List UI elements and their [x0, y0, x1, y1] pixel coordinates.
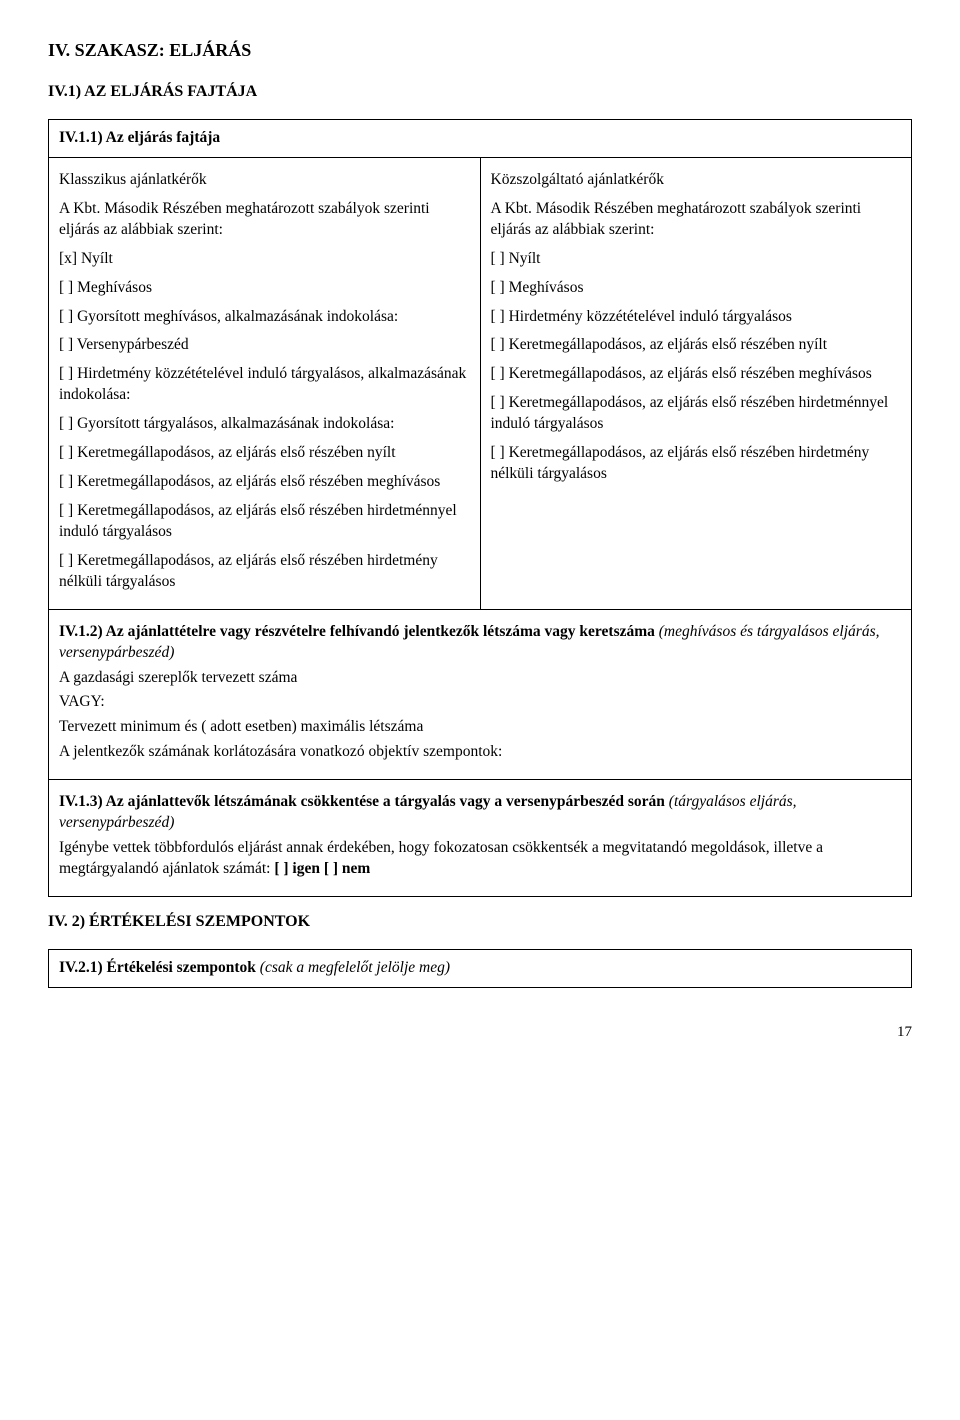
right-item: [ ] Keretmegállapodásos, az eljárás első… [491, 364, 902, 385]
iv13-line1b: [ ] igen [ ] nem [274, 860, 370, 877]
cell-iv21: IV.2.1) Értékelési szempontok (csak a me… [49, 949, 912, 987]
right-item: [ ] Meghívásos [491, 278, 902, 299]
sub1-sc: Z ELJÁRÁS FAJTÁJA [96, 83, 258, 100]
left-item: [ ] Keretmegállapodásos, az eljárás első… [59, 472, 470, 493]
cell-iv12: IV.1.2) Az ajánlattételre vagy részvétel… [49, 609, 912, 780]
iv12-title-bold: IV.1.2) Az ajánlattételre vagy részvétel… [59, 623, 655, 640]
iv13-line1a: Igénybe vettek többfordulós eljárást ann… [59, 839, 823, 877]
right-item: [ ] Hirdetmény közzétételével induló tár… [491, 307, 902, 328]
table-iv2: IV.2.1) Értékelési szempontok (csak a me… [48, 949, 912, 988]
section-heading: IV. SZAKASZ: ELJÁRÁS [48, 40, 912, 61]
right-intro2: A Kbt. Második Részében meghatározott sz… [491, 199, 902, 241]
right-intro1: Közszolgáltató ajánlatkérők [491, 170, 902, 191]
left-item: [ ] Versenypárbeszéd [59, 335, 470, 356]
cell-iv13: IV.1.3) Az ajánlattevők létszámának csök… [49, 780, 912, 897]
iv21-title-bold: IV.2.1) Értékelési szempontok [59, 959, 256, 976]
cell-left: Klasszikus ajánlatkérők A Kbt. Második R… [49, 157, 481, 609]
iv12-line3: Tervezett minimum és ( adott esetben) ma… [59, 717, 901, 738]
left-item: [x] Nyílt [59, 249, 470, 270]
left-item: [ ] Gyorsított meghívásos, alkalmazásána… [59, 307, 470, 328]
sub2-prefix: IV. 2) É [48, 913, 100, 930]
sub-heading-iv1: IV.1) AZ ELJÁRÁS FAJTÁJA [48, 83, 912, 101]
page-number: 17 [48, 1024, 912, 1041]
left-item: [ ] Keretmegállapodásos, az eljárás első… [59, 443, 470, 464]
left-item: [ ] Meghívásos [59, 278, 470, 299]
iv12-line4: A jelentkezők számának korlátozására von… [59, 742, 901, 763]
right-item: [ ] Keretmegállapodásos, az eljárás első… [491, 335, 902, 356]
sub-heading-iv2: IV. 2) ÉRTÉKELÉSI SZEMPONTOK [48, 913, 912, 931]
left-intro2: A Kbt. Második Részében meghatározott sz… [59, 199, 470, 241]
iv13-title: IV.1.3) Az ajánlattevők létszámának csök… [59, 792, 901, 834]
cell-right: Közszolgáltató ajánlatkérők A Kbt. Másod… [480, 157, 912, 609]
iv12-line2: VAGY: [59, 692, 901, 713]
iv13-title-bold: IV.1.3) Az ajánlattevők létszámának csök… [59, 793, 665, 810]
left-item: [ ] Keretmegállapodásos, az eljárás első… [59, 551, 470, 593]
right-item: [ ] Nyílt [491, 249, 902, 270]
iv13-line1: Igénybe vettek többfordulós eljárást ann… [59, 838, 901, 880]
left-item: [ ] Keretmegállapodásos, az eljárás első… [59, 501, 470, 543]
row-title-iv11: IV.1.1) Az eljárás fajtája [49, 120, 912, 158]
right-item: [ ] Keretmegállapodásos, az eljárás első… [491, 393, 902, 435]
iv12-title: IV.1.2) Az ajánlattételre vagy részvétel… [59, 622, 901, 664]
table-iv1: IV.1.1) Az eljárás fajtája Klasszikus aj… [48, 119, 912, 897]
sub2-sc: RTÉKELÉSI SZEMPONTOK [100, 913, 310, 930]
left-item: [ ] Hirdetmény közzétételével induló tár… [59, 364, 470, 406]
sub1-prefix: IV.1) A [48, 83, 96, 100]
right-item: [ ] Keretmegállapodásos, az eljárás első… [491, 443, 902, 485]
left-intro1: Klasszikus ajánlatkérők [59, 170, 470, 191]
iv21-title-italic: (csak a megfelelőt jelölje meg) [256, 959, 450, 976]
left-item: [ ] Gyorsított tárgyalásos, alkalmazásán… [59, 414, 470, 435]
iv12-line1: A gazdasági szereplők tervezett száma [59, 668, 901, 689]
